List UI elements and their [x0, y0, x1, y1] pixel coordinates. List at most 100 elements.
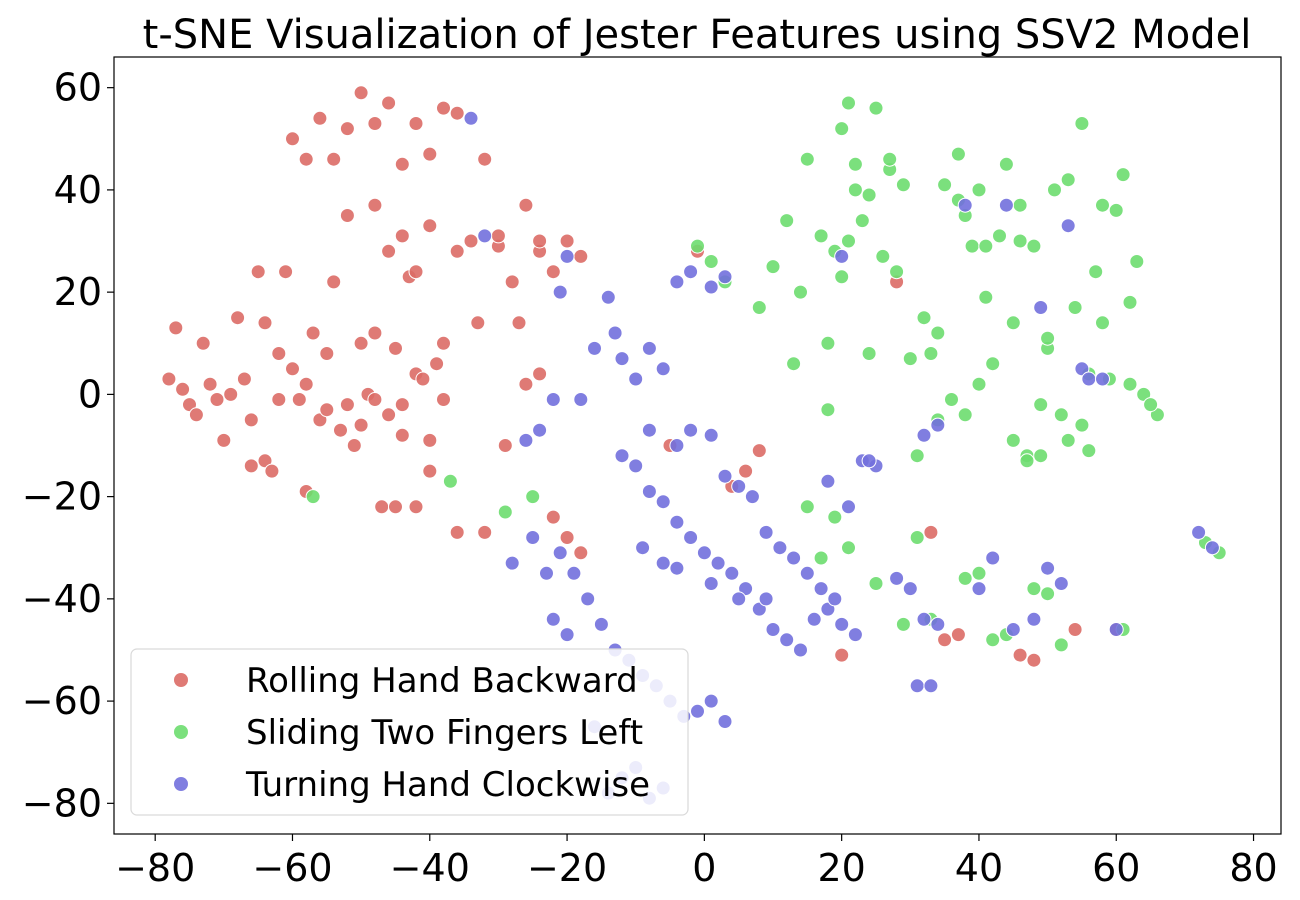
data-point — [1040, 586, 1056, 602]
data-point — [1012, 197, 1028, 213]
data-point — [1040, 330, 1056, 346]
data-point — [1060, 432, 1076, 448]
data-point — [971, 565, 987, 581]
data-point — [690, 238, 705, 254]
data-point — [545, 264, 561, 280]
data-point — [566, 565, 582, 581]
data-point — [614, 351, 630, 367]
data-point — [504, 555, 520, 571]
data-point — [436, 100, 451, 116]
data-point — [710, 555, 726, 571]
data-point — [916, 310, 932, 326]
data-point — [552, 284, 568, 300]
data-point — [765, 622, 781, 637]
data-point — [429, 356, 445, 372]
data-point — [1136, 386, 1152, 402]
data-point — [202, 376, 218, 392]
data-point — [518, 432, 534, 448]
data-point — [394, 397, 410, 413]
data-point — [889, 570, 905, 586]
data-point — [998, 197, 1014, 213]
x-axis: −80 −60 −40 −20 0 20 40 60 80 — [115, 834, 1278, 890]
data-point — [545, 392, 561, 407]
data-point — [1074, 116, 1090, 131]
data-point — [841, 233, 856, 249]
data-point — [882, 151, 898, 167]
data-point — [847, 627, 863, 643]
data-point — [1040, 560, 1056, 576]
data-point — [916, 611, 932, 627]
data-point — [909, 530, 925, 545]
data-point — [463, 110, 479, 126]
data-point — [1088, 264, 1104, 280]
data-point — [312, 110, 328, 126]
data-point — [916, 427, 932, 443]
data-point — [559, 233, 575, 249]
data-point — [703, 693, 719, 709]
data-point — [751, 300, 767, 315]
data-point — [587, 340, 602, 356]
data-point — [628, 371, 644, 387]
data-point — [1095, 315, 1110, 331]
data-point — [422, 218, 438, 234]
data-point — [388, 340, 403, 356]
data-point — [236, 371, 252, 387]
data-point — [1081, 371, 1097, 387]
data-point — [552, 545, 568, 561]
x-tick-label: −20 — [527, 846, 607, 890]
data-point — [909, 448, 925, 464]
data-point — [669, 514, 685, 530]
data-point — [861, 346, 877, 361]
data-point — [834, 269, 850, 285]
data-point — [408, 499, 424, 515]
data-point — [992, 228, 1007, 244]
data-point — [1033, 397, 1049, 413]
data-point — [312, 412, 328, 428]
data-point — [1129, 254, 1145, 269]
data-point — [813, 228, 829, 244]
data-point — [703, 279, 719, 295]
data-point — [1005, 622, 1021, 637]
data-point — [1204, 540, 1220, 556]
data-point — [408, 116, 424, 131]
data-point — [168, 320, 184, 336]
data-point — [449, 105, 465, 121]
data-point — [937, 177, 953, 193]
legend-label: Rolling Hand Backward — [246, 661, 638, 701]
data-point — [319, 402, 335, 418]
data-point — [813, 581, 829, 597]
data-point — [1060, 172, 1076, 188]
data-point — [895, 616, 911, 632]
data-point — [820, 601, 836, 617]
data-point — [1108, 202, 1124, 218]
data-point — [724, 565, 740, 581]
data-point — [758, 591, 774, 607]
data-point — [257, 315, 273, 331]
legend-label: Sliding Two Fingers Left — [246, 713, 643, 753]
data-point — [573, 248, 589, 264]
data-point — [834, 121, 850, 137]
data-point — [367, 197, 383, 213]
data-point — [1115, 167, 1131, 183]
data-point — [326, 274, 342, 290]
data-point — [1047, 182, 1062, 198]
data-point — [298, 376, 314, 392]
data-point — [731, 478, 747, 494]
data-point — [930, 616, 946, 632]
data-point — [175, 381, 191, 397]
data-point — [799, 565, 815, 581]
data-point — [305, 325, 321, 341]
data-point — [600, 289, 616, 305]
data-point — [381, 243, 397, 259]
data-point — [525, 530, 541, 545]
data-point — [422, 146, 438, 162]
data-point — [449, 524, 465, 540]
data-point — [545, 611, 561, 627]
data-point — [1033, 448, 1049, 464]
data-point — [381, 95, 397, 111]
data-point — [243, 412, 259, 428]
data-point — [422, 463, 438, 479]
data-point — [799, 499, 815, 515]
data-point — [703, 254, 719, 269]
